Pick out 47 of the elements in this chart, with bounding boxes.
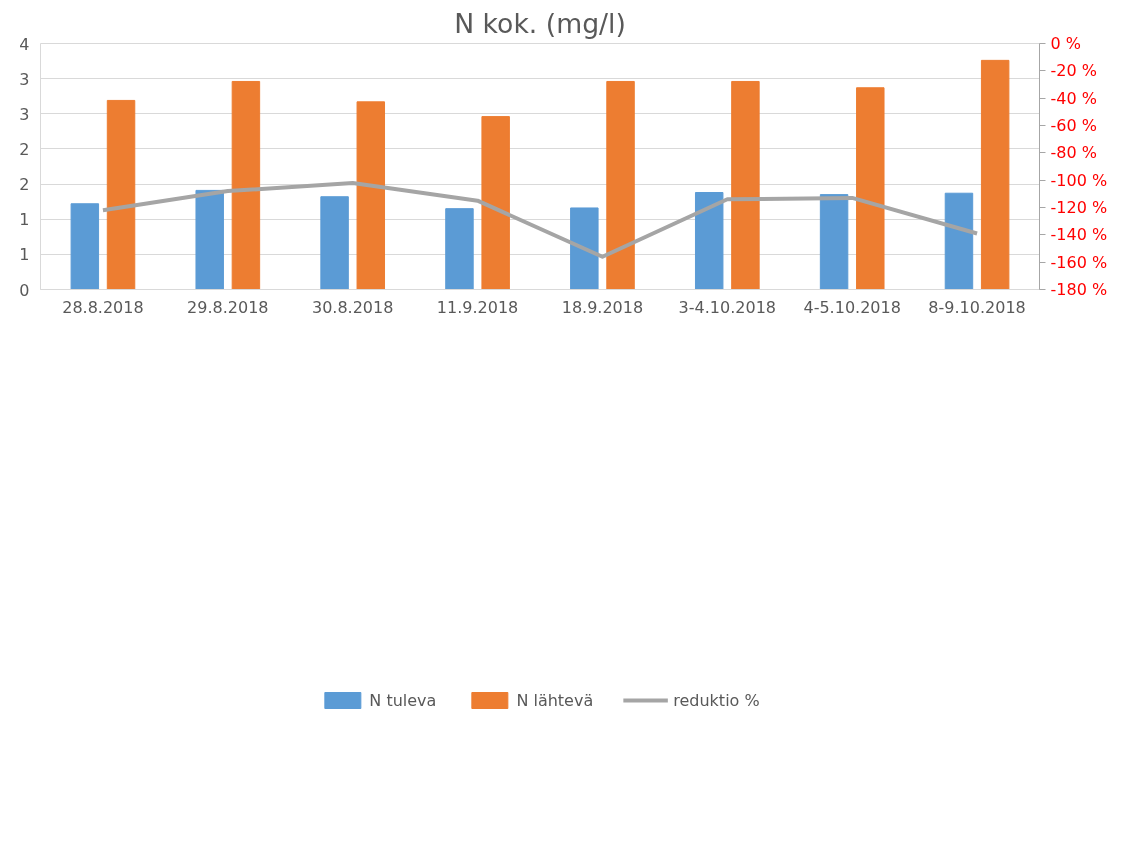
line-series [100, 180, 980, 259]
x-tick-label: 8-9.10.2018 [928, 297, 1026, 317]
bar [570, 207, 599, 290]
y2-tick-label: -40 % [1050, 88, 1097, 108]
x-tick-label: 11.9.2018 [436, 297, 519, 317]
bar [944, 192, 974, 290]
legend-label: N tuleva [369, 690, 437, 710]
y2-tick-label: -160 % [1050, 252, 1108, 272]
y-tick-label: 0 [19, 280, 30, 300]
bar [445, 208, 474, 290]
y-tick-label: 3 [19, 69, 30, 89]
y2-tick-label: -60 % [1050, 116, 1097, 135]
y2-tick-label: -120 % [1050, 198, 1108, 217]
bar [320, 196, 349, 290]
y-tick-label: 1 [19, 210, 30, 230]
x-tick-label: 30.8.2018 [311, 297, 394, 317]
y2-tick-label: -20 % [1050, 61, 1097, 81]
y-tick-label: 2 [19, 139, 30, 159]
y-tick-label: 2 [19, 175, 30, 195]
x-tick-label: 29.8.2018 [187, 297, 269, 317]
bar [195, 189, 224, 290]
y2-tick-label: -80 % [1050, 143, 1097, 163]
legend-label: reduktio % [673, 690, 760, 710]
y2-tick-label: -100 % [1050, 170, 1108, 190]
bar [231, 80, 261, 290]
x-tick-label: 4-5.10.2018 [803, 297, 901, 317]
y2-tick-label: -180 % [1050, 280, 1108, 299]
y-tick-label: 3 [19, 104, 30, 124]
x-tick-label: 3-4.10.2018 [678, 297, 777, 317]
bar [356, 101, 386, 290]
bar [980, 59, 1010, 290]
y-tick-label: 1 [19, 245, 30, 265]
bar [856, 87, 885, 290]
y-tick-label: 4 [19, 34, 30, 54]
bar [481, 116, 510, 290]
bar [819, 194, 849, 290]
x-tick-label: 28.8.2018 [62, 297, 144, 317]
bar [731, 80, 760, 290]
bar [106, 99, 136, 290]
bar [606, 80, 635, 290]
y2-tick-label: -140 % [1050, 225, 1108, 245]
chart-title: N kok. (mg/l) [454, 7, 626, 39]
bar [694, 192, 724, 290]
x-tick-label: 18.9.2018 [561, 297, 644, 317]
legend-label: N lähtevä [516, 690, 594, 710]
y2-tick-label: 0 % [1050, 34, 1081, 53]
bar [70, 203, 100, 290]
